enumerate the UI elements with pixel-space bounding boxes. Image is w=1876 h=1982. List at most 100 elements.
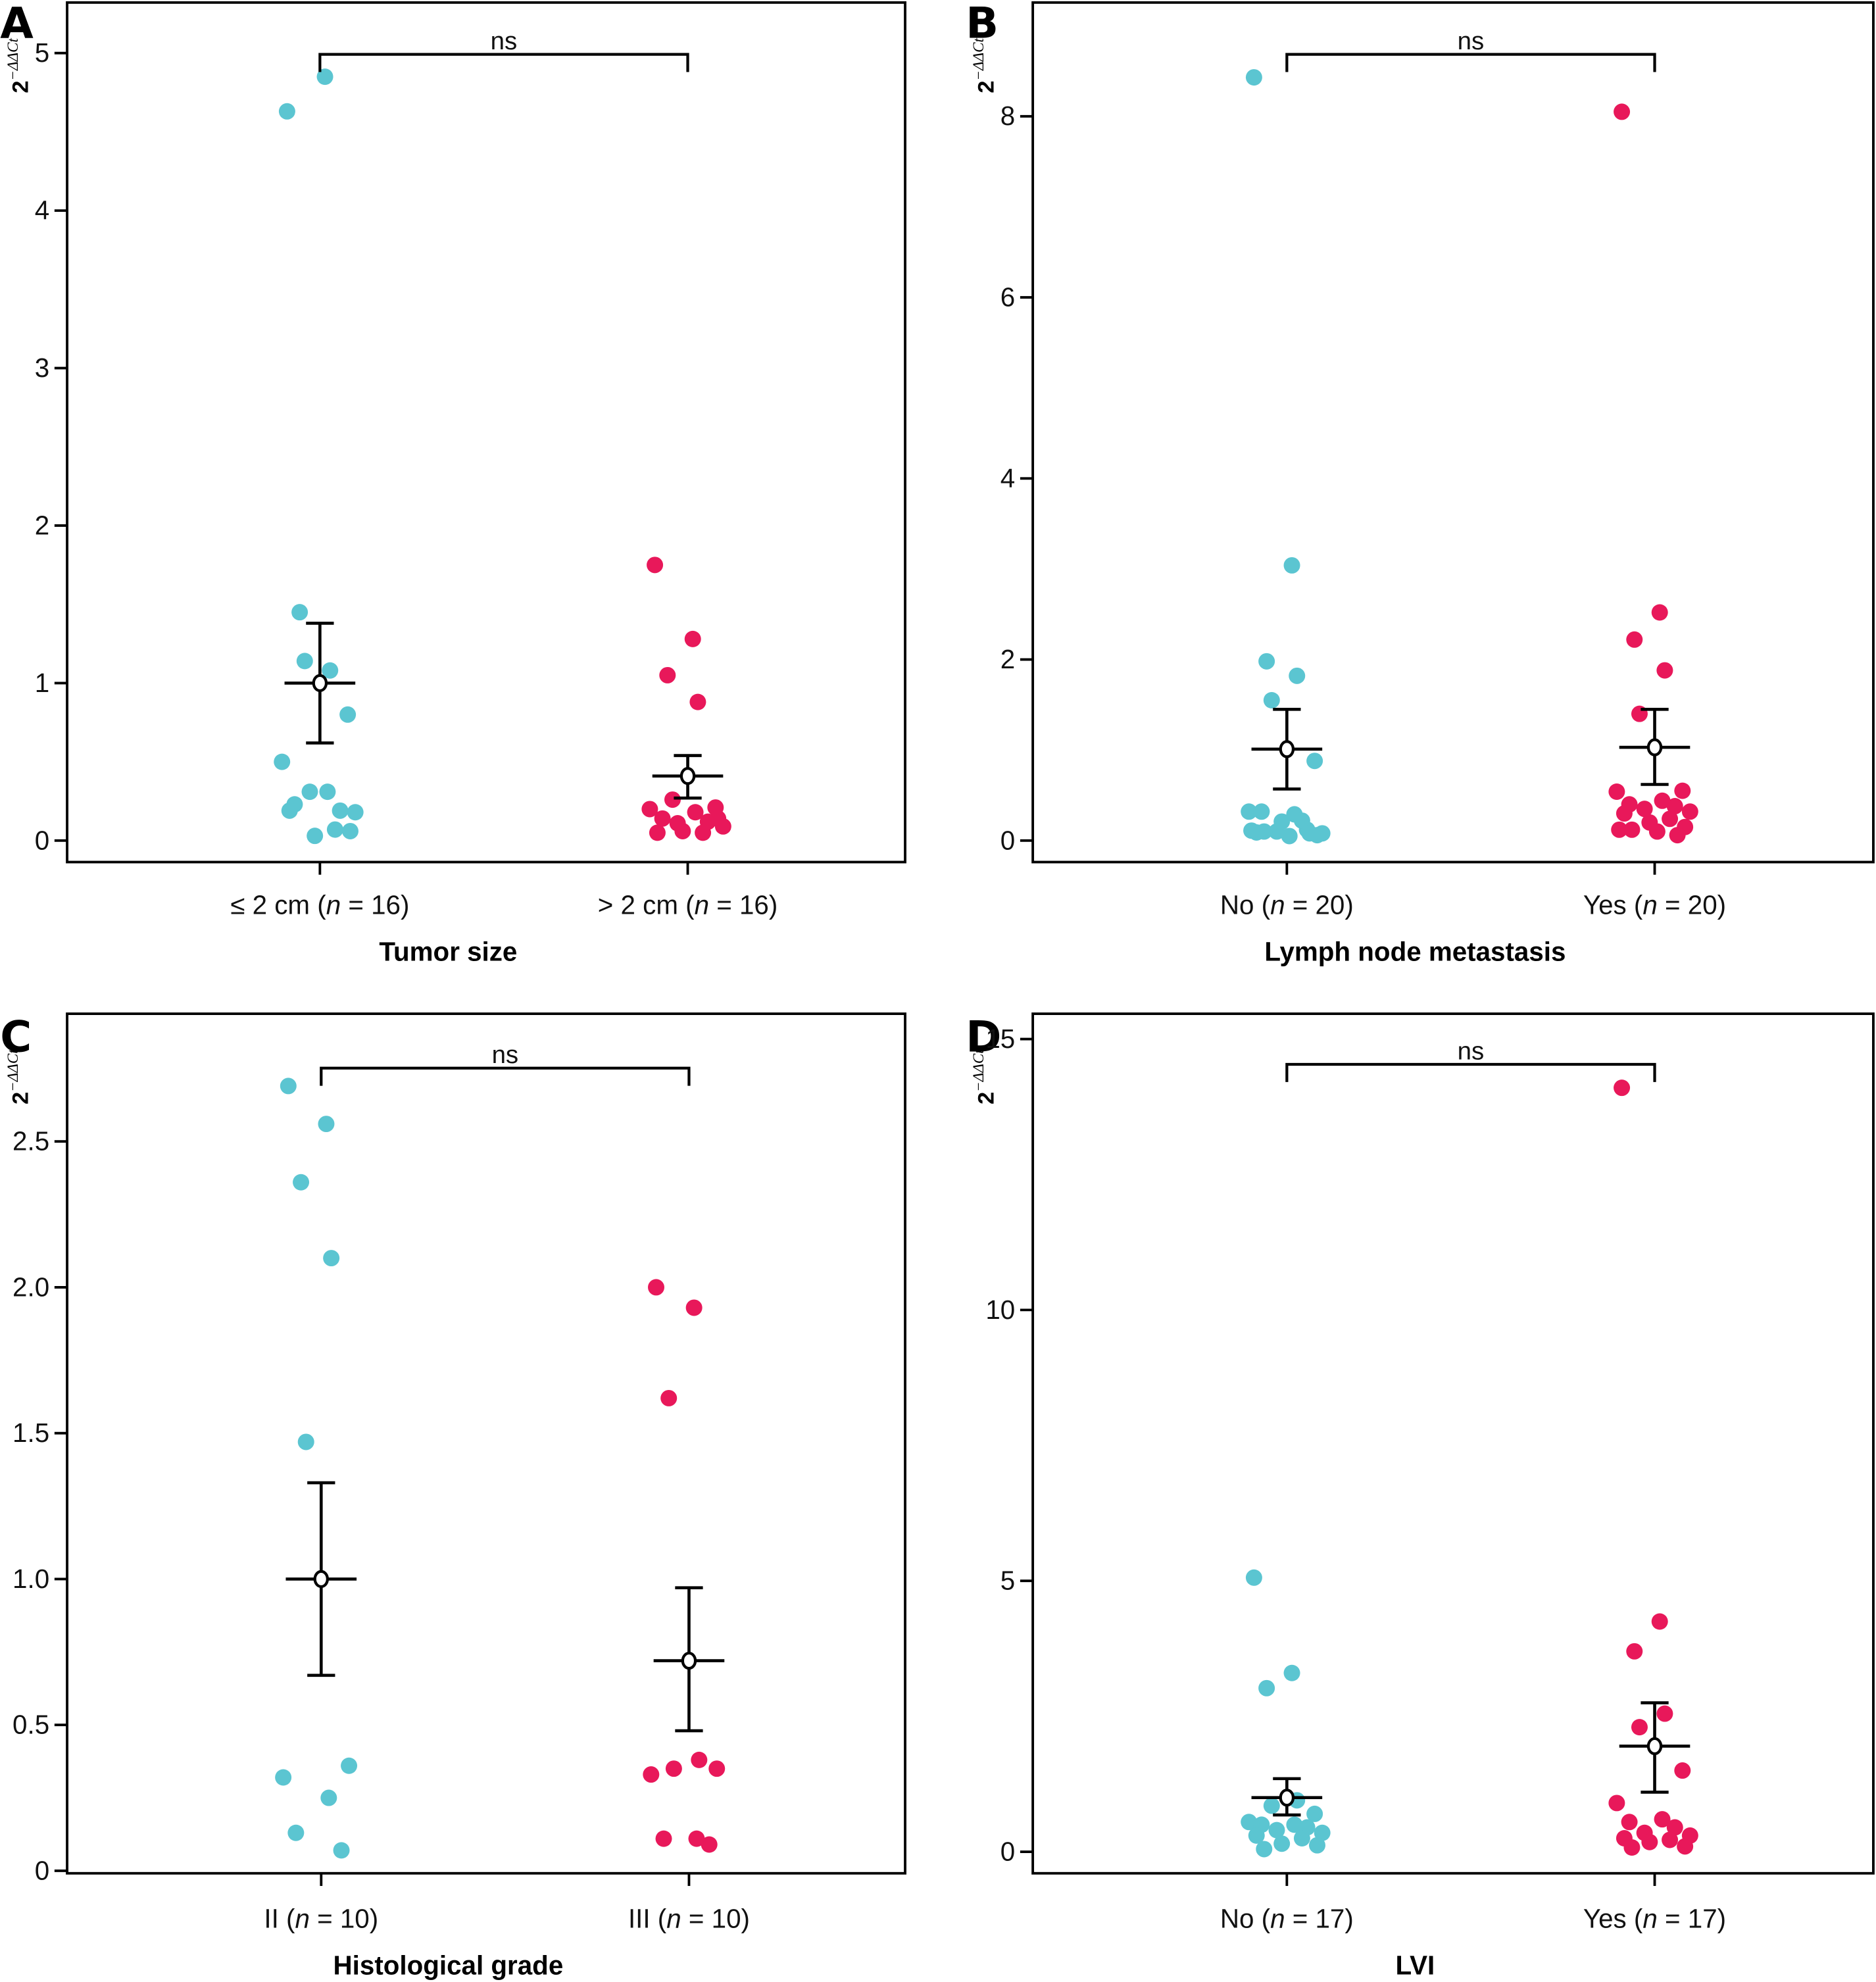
y-axis-title-exponent: −ΔΔCt	[4, 38, 21, 81]
data-point-a-group-2	[659, 666, 676, 683]
y-tick-label-b: 4	[1000, 463, 1015, 493]
data-point-b-group-2	[1608, 783, 1625, 801]
y-axis-title-exponent: −ΔΔCt	[970, 38, 987, 81]
data-point-b-group-1	[1263, 692, 1280, 708]
data-point-a-group-1	[322, 662, 339, 679]
data-point-b-group-2	[1666, 798, 1683, 815]
data-point-b-group-2	[1626, 631, 1643, 648]
mean-marker-c	[313, 1570, 330, 1589]
category-label-n: n	[695, 889, 709, 920]
panel-letter-d: D	[966, 1012, 1001, 1062]
y-axis-title-base: 2	[974, 80, 999, 93]
data-point-d-group-1	[1256, 1841, 1273, 1858]
y-tick-label-c: 0.5	[12, 1710, 49, 1740]
data-point-a-group-1	[339, 706, 357, 723]
data-point-d-group-2	[1631, 1719, 1648, 1736]
data-point-b-group-2	[1674, 782, 1691, 799]
data-point-d-group-2	[1666, 1819, 1683, 1836]
data-point-a-group-1	[316, 68, 333, 86]
data-point-c-group-2	[665, 1760, 682, 1777]
category-label-suffix: = 16)	[709, 889, 778, 920]
data-point-d-group-1	[1314, 1824, 1331, 1841]
x-category-label-b: Yes (n = 20)	[1583, 889, 1726, 920]
category-label-prefix: No (	[1220, 889, 1271, 920]
y-tick-label-d: 15	[985, 1024, 1015, 1054]
panel-letter-b: B	[966, 0, 999, 49]
data-point-b-group-1	[1283, 557, 1300, 574]
data-point-d-group-2	[1674, 1762, 1691, 1779]
y-tick-label-b: 0	[1000, 825, 1015, 855]
category-label-prefix: > 2 cm (	[598, 889, 695, 920]
data-point-d-group-1	[1293, 1829, 1310, 1846]
y-tick-label-a: 0	[35, 825, 49, 855]
data-point-d-group-1	[1268, 1821, 1285, 1839]
data-point-b-group-1	[1273, 813, 1291, 830]
data-point-d-group-1	[1245, 1569, 1262, 1586]
significance-bracket-c	[320, 1066, 691, 1086]
y-tick-label-c: 2.5	[12, 1126, 49, 1156]
x-category-label-a: ≤ 2 cm (n = 16)	[230, 889, 409, 920]
data-point-b-group-2	[1654, 792, 1671, 809]
significance-bracket-a	[318, 53, 689, 72]
y-axis-title-base: 2	[974, 1092, 999, 1104]
y-tick-label-b: 2	[1000, 644, 1015, 674]
x-category-label-a: > 2 cm (n = 16)	[598, 889, 778, 920]
y-tick-label-a: 1	[35, 668, 49, 698]
mean-marker-d	[1646, 1737, 1663, 1756]
x-axis-title-d: LVI	[1395, 1950, 1435, 1980]
data-point-c-group-1	[287, 1824, 305, 1841]
data-point-c-group-1	[275, 1769, 292, 1786]
y-tick-label-c: 1.0	[12, 1564, 49, 1594]
data-point-b-group-1	[1241, 803, 1258, 820]
data-point-a-group-2	[674, 822, 691, 839]
x-category-label-c: II (n = 10)	[264, 1903, 378, 1933]
data-point-d-group-1	[1273, 1835, 1291, 1852]
data-point-c-group-2	[691, 1751, 708, 1768]
y-axis-title-d: 2−ΔΔCt	[970, 1049, 999, 1104]
data-point-b-group-2	[1669, 827, 1686, 844]
data-point-d-group-2	[1654, 1811, 1671, 1828]
category-label-prefix: No (	[1220, 1903, 1271, 1933]
data-point-d-group-1	[1286, 1816, 1303, 1833]
data-point-b-group-1	[1293, 812, 1310, 830]
data-point-c-group-2	[660, 1389, 678, 1406]
category-label-suffix: = 10)	[310, 1903, 378, 1933]
data-point-b-group-1	[1306, 753, 1323, 770]
data-point-a-group-1	[274, 753, 291, 770]
category-label-n: n	[326, 889, 341, 920]
plot-frame-b	[1031, 1, 1875, 864]
data-point-b-group-2	[1651, 604, 1668, 621]
y-axis-title-base: 2	[8, 1092, 33, 1104]
data-point-b-group-2	[1616, 805, 1633, 822]
y-tick-label-b: 6	[1000, 282, 1015, 312]
mean-marker-c	[681, 1651, 697, 1670]
category-label-suffix: = 10)	[681, 1903, 750, 1933]
data-point-d-group-2	[1626, 1643, 1643, 1660]
category-label-n: n	[1270, 1903, 1285, 1933]
panel-letter-c: C	[0, 1012, 32, 1062]
mean-marker-a	[679, 767, 696, 785]
plot-frame-a	[66, 1, 906, 864]
x-category-label-c: III (n = 10)	[628, 1903, 750, 1933]
data-point-d-group-2	[1662, 1831, 1679, 1848]
category-label-suffix: = 20)	[1658, 889, 1726, 920]
data-point-c-group-2	[655, 1830, 672, 1847]
data-point-b-group-1	[1253, 803, 1270, 820]
category-label-prefix: III (	[628, 1903, 667, 1933]
x-category-label-b: No (n = 20)	[1220, 889, 1354, 920]
data-point-a-group-2	[647, 557, 664, 574]
data-point-d-group-2	[1614, 1079, 1631, 1097]
data-point-b-group-2	[1614, 103, 1631, 120]
data-point-b-group-2	[1636, 801, 1653, 818]
data-point-a-group-1	[296, 653, 313, 670]
significance-bracket-d	[1285, 1062, 1656, 1082]
data-point-d-group-2	[1623, 1839, 1641, 1856]
mean-marker-b	[1279, 740, 1295, 758]
data-point-d-group-2	[1677, 1838, 1694, 1855]
data-point-d-group-1	[1248, 1827, 1265, 1844]
data-point-c-group-1	[320, 1789, 337, 1806]
data-point-c-group-1	[333, 1842, 350, 1859]
